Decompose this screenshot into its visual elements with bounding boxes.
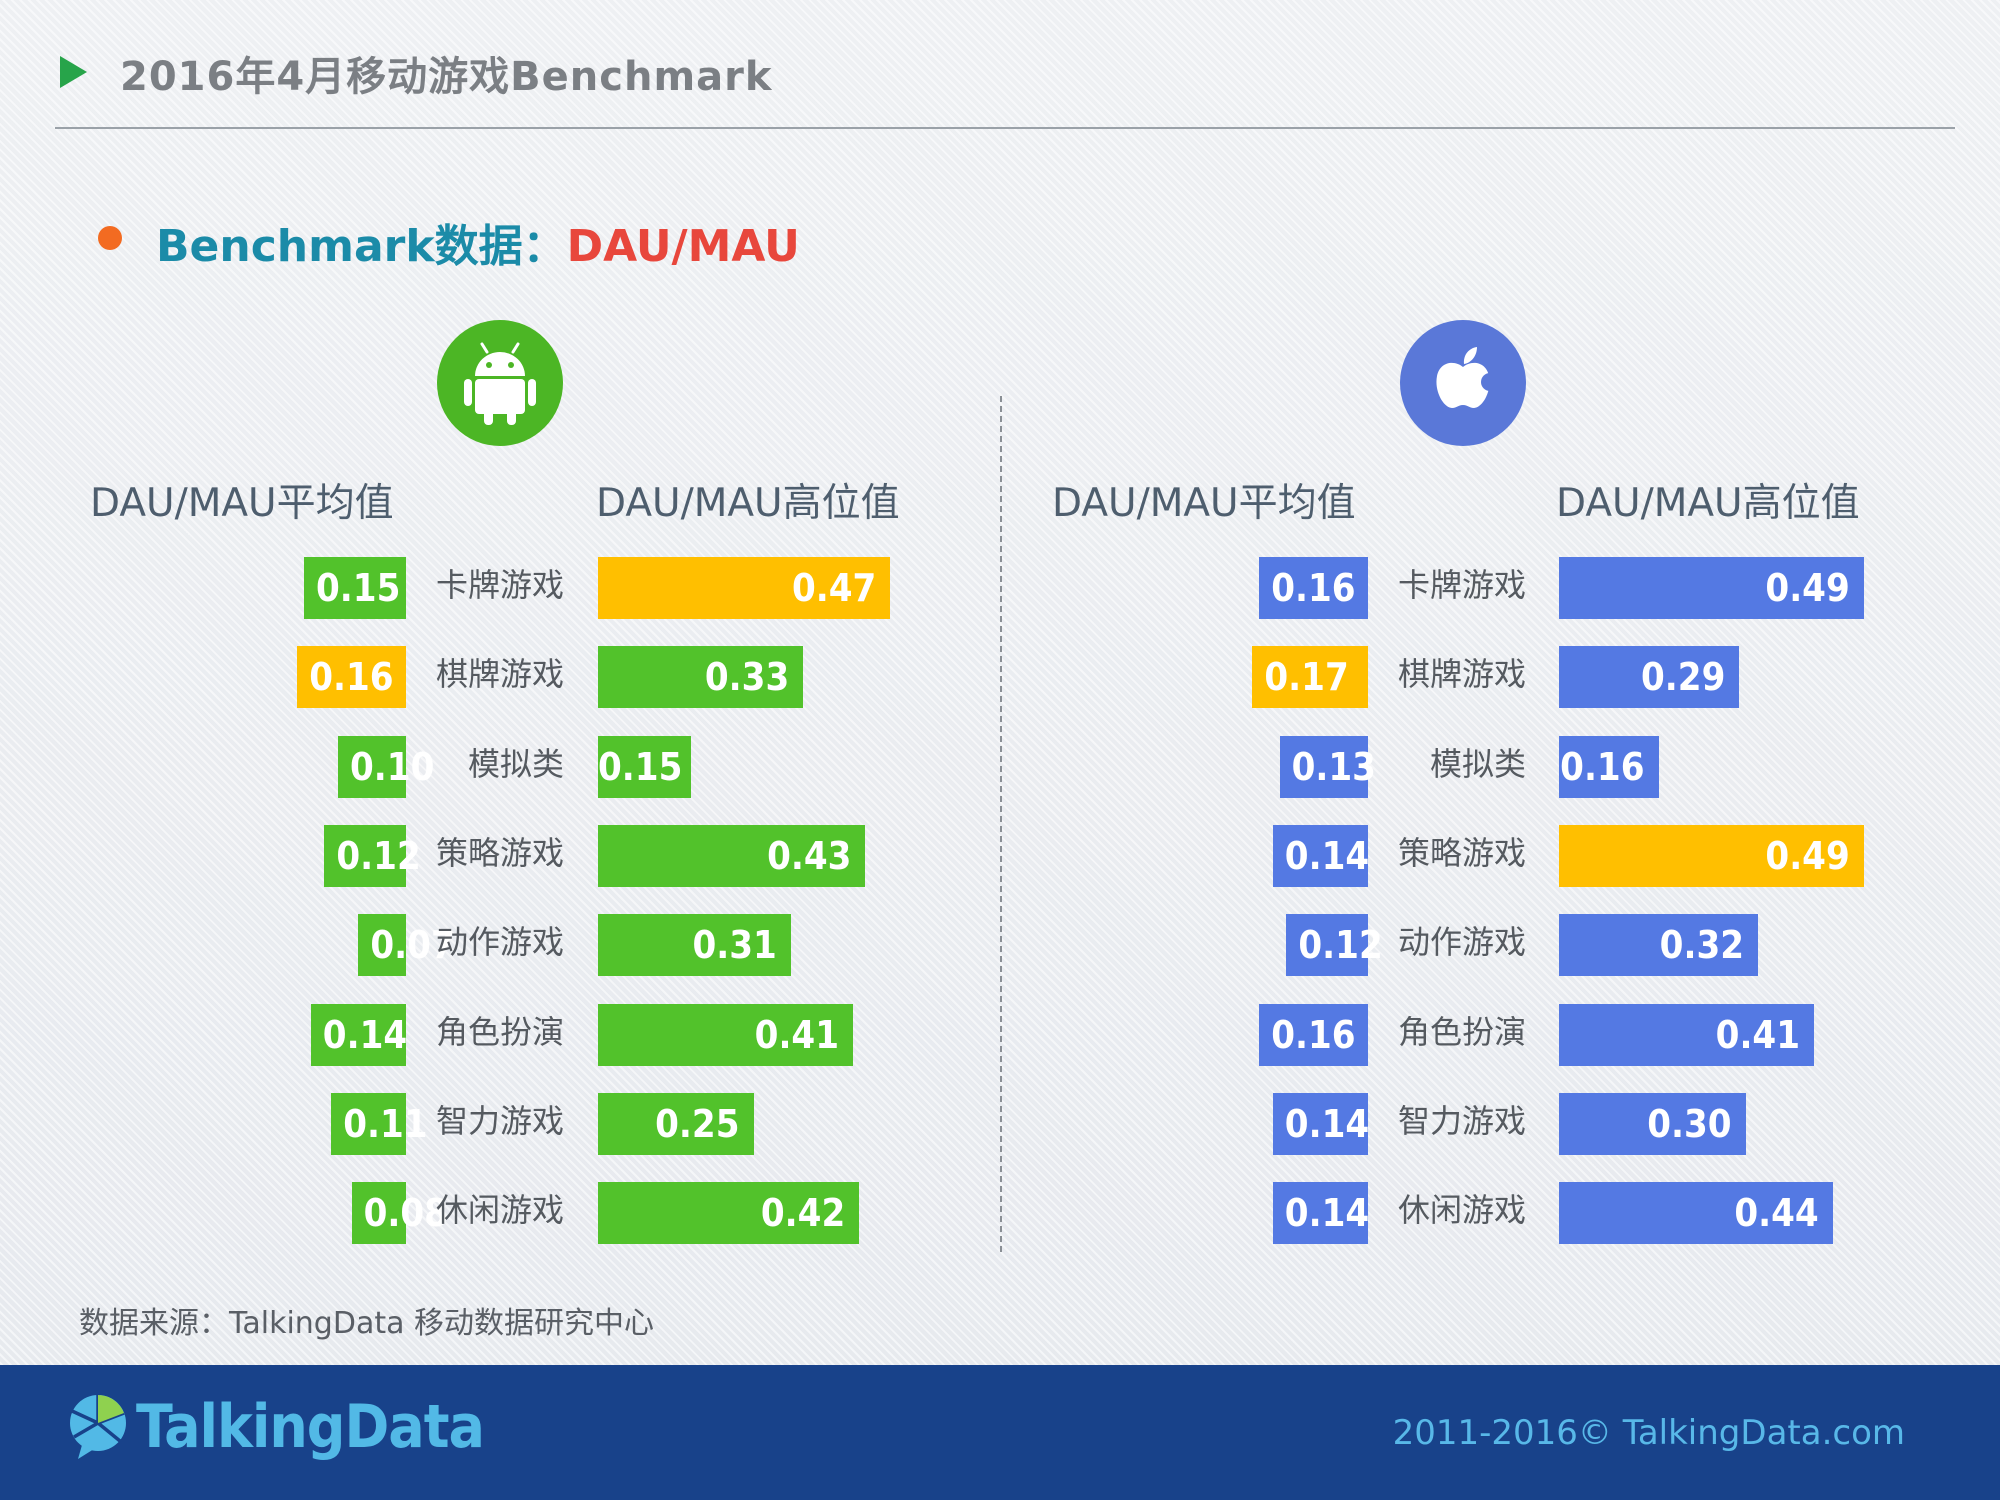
ios-high-header: DAU/MAU高位值 bbox=[1556, 481, 1860, 526]
android-high-bar: 0.41 bbox=[598, 1003, 854, 1066]
android-high-bar: 0.31 bbox=[598, 914, 791, 977]
ios-category-label: 角色扮演 bbox=[1397, 1012, 1526, 1051]
ios-high-bar: 0.49 bbox=[1559, 824, 1864, 887]
ios-category-label: 策略游戏 bbox=[1397, 833, 1526, 872]
ios-high-bar: 0.49 bbox=[1559, 557, 1864, 619]
android-high-bar: 0.42 bbox=[598, 1182, 860, 1245]
ios-high-bar: 0.41 bbox=[1559, 1003, 1815, 1066]
android-avg-header: DAU/MAU平均值 bbox=[90, 481, 394, 526]
android-avg-bar: 0.10 bbox=[338, 735, 434, 798]
ios-high-bar: 0.30 bbox=[1559, 1092, 1746, 1155]
ios-avg-bar: 0.16 bbox=[1259, 1003, 1368, 1066]
ios-category-label: 智力游戏 bbox=[1397, 1101, 1526, 1140]
android-avg-bar: 0.07 bbox=[358, 914, 455, 977]
android-avg-bar: 0.14 bbox=[310, 1003, 407, 1066]
page-title: 2016年4月移动游戏Benchmark bbox=[120, 54, 773, 100]
android-avg-bar: 0.15 bbox=[304, 557, 406, 619]
platform-divider bbox=[1000, 396, 1002, 1252]
ios-high-bar: 0.44 bbox=[1559, 1182, 1833, 1245]
play-triangle-icon bbox=[60, 56, 87, 88]
android-avg-bar: 0.08 bbox=[351, 1182, 448, 1245]
android-category-label: 模拟类 bbox=[467, 744, 564, 783]
android-category-label: 休闲游戏 bbox=[435, 1191, 564, 1230]
android-avg-bar: 0.12 bbox=[324, 824, 421, 887]
android-category-label: 动作游戏 bbox=[435, 923, 564, 962]
android-high-header: DAU/MAU高位值 bbox=[596, 481, 900, 526]
subtitle: Benchmark数据：DAU/MAU bbox=[156, 210, 800, 274]
ios-category-label: 模拟类 bbox=[1429, 744, 1526, 783]
ios-high-bar: 0.32 bbox=[1559, 914, 1759, 977]
ios-avg-bar: 0.12 bbox=[1286, 914, 1383, 977]
ios-avg-bar: 0.17 bbox=[1252, 646, 1368, 709]
android-high-bar: 0.15 bbox=[598, 735, 692, 798]
data-source: 数据来源：TalkingData 移动数据研究中心 bbox=[79, 1306, 655, 1341]
footer-logo-text: TalkingData bbox=[136, 1392, 485, 1462]
ios-category-label: 动作游戏 bbox=[1397, 923, 1526, 962]
android-avg-bar: 0.11 bbox=[331, 1092, 428, 1155]
android-high-bar: 0.25 bbox=[598, 1092, 754, 1155]
apple-logo-icon bbox=[1400, 320, 1526, 446]
ios-avg-bar: 0.14 bbox=[1272, 1092, 1369, 1155]
ios-high-bar: 0.16 bbox=[1559, 735, 1659, 798]
ios-category-label: 卡牌游戏 bbox=[1397, 566, 1526, 604]
ios-high-bar: 0.29 bbox=[1559, 646, 1740, 709]
ios-avg-bar: 0.13 bbox=[1279, 735, 1376, 798]
android-category-label: 智力游戏 bbox=[435, 1101, 564, 1140]
android-high-bar: 0.43 bbox=[598, 824, 866, 887]
android-category-label: 棋牌游戏 bbox=[435, 655, 564, 694]
subtitle-metric: DAU/MAU bbox=[566, 221, 800, 272]
ios-avg-bar: 0.16 bbox=[1259, 557, 1368, 619]
bullet-dot-icon bbox=[98, 226, 122, 250]
footer-copyright: 2011-2016© TalkingData.com bbox=[1392, 1413, 1905, 1453]
android-category-label: 角色扮演 bbox=[435, 1012, 564, 1051]
ios-avg-header: DAU/MAU平均值 bbox=[1052, 481, 1356, 526]
footer-bar bbox=[0, 1365, 2000, 1500]
ios-avg-bar: 0.14 bbox=[1272, 1182, 1369, 1245]
title-divider bbox=[55, 127, 1955, 129]
ios-category-label: 棋牌游戏 bbox=[1397, 655, 1526, 694]
android-category-label: 策略游戏 bbox=[435, 833, 564, 872]
ios-category-label: 休闲游戏 bbox=[1397, 1191, 1526, 1230]
talkingdata-pie-bubble-icon bbox=[68, 1393, 132, 1465]
ios-avg-bar: 0.14 bbox=[1272, 824, 1369, 887]
android-high-bar: 0.33 bbox=[598, 646, 804, 709]
android-category-label: 卡牌游戏 bbox=[435, 566, 564, 604]
android-avg-bar: 0.16 bbox=[297, 646, 406, 709]
android-high-bar: 0.47 bbox=[598, 557, 891, 619]
android-robot-icon bbox=[437, 320, 563, 446]
subtitle-prefix: Benchmark数据： bbox=[156, 221, 567, 272]
